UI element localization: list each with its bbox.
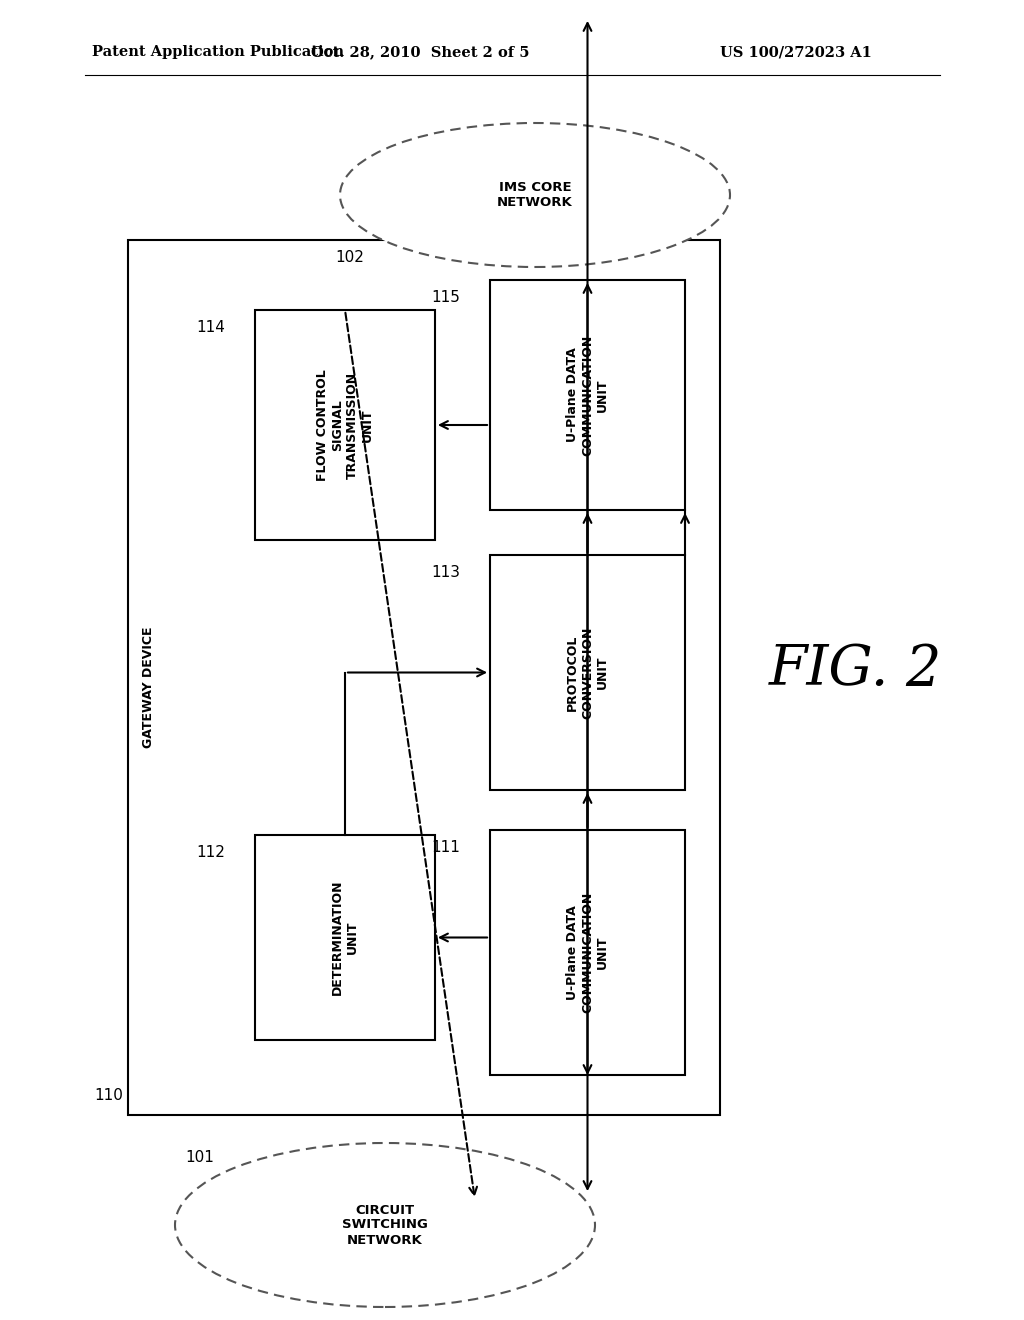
Bar bbox=[255, 836, 435, 1040]
Text: U-Plane DATA
COMMUNICATION
UNIT: U-Plane DATA COMMUNICATION UNIT bbox=[566, 892, 609, 1014]
Ellipse shape bbox=[175, 1143, 595, 1307]
Text: PROTOCOL
CONVERSION
UNIT: PROTOCOL CONVERSION UNIT bbox=[566, 626, 609, 718]
Text: FLOW CONTROL
SIGNAL
TRANSMISSION
UNIT: FLOW CONTROL SIGNAL TRANSMISSION UNIT bbox=[316, 370, 374, 480]
Text: FIG. 2: FIG. 2 bbox=[768, 643, 942, 697]
Bar bbox=[255, 310, 435, 540]
Text: 102: 102 bbox=[336, 249, 365, 264]
Text: IMS CORE
NETWORK: IMS CORE NETWORK bbox=[497, 181, 572, 209]
Text: Patent Application Publication: Patent Application Publication bbox=[92, 45, 344, 59]
Text: 115: 115 bbox=[431, 290, 460, 305]
Text: U-Plane DATA
COMMUNICATION
UNIT: U-Plane DATA COMMUNICATION UNIT bbox=[566, 334, 609, 455]
Text: 113: 113 bbox=[431, 565, 460, 579]
Text: 101: 101 bbox=[185, 1150, 214, 1164]
Text: 114: 114 bbox=[197, 319, 225, 335]
Text: Oct. 28, 2010  Sheet 2 of 5: Oct. 28, 2010 Sheet 2 of 5 bbox=[310, 45, 529, 59]
Bar bbox=[490, 280, 685, 510]
Bar bbox=[490, 554, 685, 789]
Text: DETERMINATION
UNIT: DETERMINATION UNIT bbox=[331, 879, 359, 995]
Text: 110: 110 bbox=[94, 1088, 123, 1102]
Bar bbox=[128, 240, 720, 1115]
Text: US 100/272023 A1: US 100/272023 A1 bbox=[720, 45, 871, 59]
Text: CIRCUIT
SWITCHING
NETWORK: CIRCUIT SWITCHING NETWORK bbox=[342, 1204, 428, 1246]
Bar bbox=[490, 830, 685, 1074]
Text: 112: 112 bbox=[197, 845, 225, 861]
Ellipse shape bbox=[340, 123, 730, 267]
Text: GATEWAY DEVICE: GATEWAY DEVICE bbox=[141, 627, 155, 748]
Text: 111: 111 bbox=[431, 840, 460, 855]
